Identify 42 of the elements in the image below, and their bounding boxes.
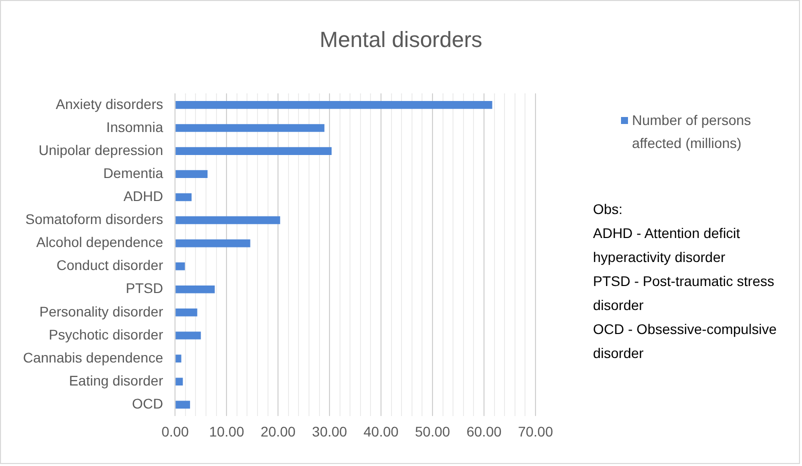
bar — [176, 124, 324, 132]
text: OCD - Obsessive-compulsive disorder — [593, 320, 778, 363]
y-tick-label: Psychotic disorder — [48, 326, 164, 342]
bar — [176, 216, 280, 224]
y-tick-label: Insomnia — [106, 118, 164, 135]
legend-label: Number of persons affected (millions) — [632, 111, 752, 153]
x-tick-label: 60.00 — [466, 423, 502, 440]
bar — [176, 332, 201, 340]
y-tick-label: Conduct disorder — [56, 257, 164, 274]
bar — [176, 400, 190, 409]
y-tick-label: Dementia — [103, 164, 164, 181]
text: Obs: — [593, 200, 624, 219]
text: PTSD - Post-traumatic stress disorder — [593, 272, 776, 315]
y-tick-label: Eating disorder — [68, 372, 164, 388]
bar — [176, 262, 185, 270]
x-tick-label: 50.00 — [415, 423, 450, 440]
bar — [176, 239, 250, 248]
bar — [176, 285, 215, 294]
bar — [176, 147, 332, 155]
x-tick-label: 70.00 — [518, 423, 554, 440]
bar — [176, 193, 192, 202]
y-tick-label: Cannabis dependence — [22, 349, 164, 366]
chart-title: Mental disorders — [318, 27, 484, 53]
x-tick-label: 10.00 — [209, 423, 244, 440]
bar — [176, 101, 492, 109]
x-tick-label: 40.00 — [364, 423, 399, 440]
y-tick-label: Alcohol dependence — [36, 234, 164, 250]
bar — [176, 378, 183, 386]
text: ADHD - Attention deficit hyperactivity disorder — [593, 224, 742, 267]
y-tick-label: Anxiety disorders — [56, 96, 164, 112]
x-tick-label: 20.00 — [260, 423, 296, 440]
bar — [176, 354, 182, 362]
y-tick-label: Personality disorder — [39, 303, 164, 320]
bar — [176, 170, 208, 178]
y-tick-label: PTSD — [126, 280, 164, 296]
x-tick-label: 30.00 — [312, 423, 348, 440]
y-tick-label: Somatoform disorders — [25, 211, 164, 228]
bar — [176, 308, 198, 316]
y-tick-label: OCD — [132, 396, 164, 412]
y-tick-label: ADHD — [123, 188, 164, 204]
y-tick-label: Unipolar depression — [38, 142, 164, 158]
x-tick-label: 0.00 — [161, 423, 189, 440]
